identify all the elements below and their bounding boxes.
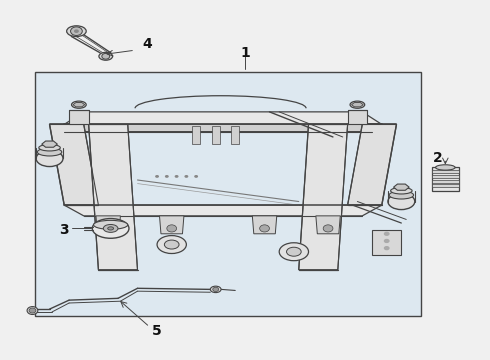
Circle shape <box>102 53 110 59</box>
Ellipse shape <box>94 220 128 229</box>
Ellipse shape <box>27 307 38 315</box>
Circle shape <box>384 231 390 236</box>
Ellipse shape <box>72 101 86 108</box>
Polygon shape <box>96 216 121 234</box>
Text: 1: 1 <box>240 46 250 60</box>
Polygon shape <box>73 103 85 107</box>
Ellipse shape <box>210 286 221 293</box>
Text: 2: 2 <box>433 152 443 166</box>
Ellipse shape <box>157 235 186 253</box>
Polygon shape <box>299 125 347 270</box>
Bar <box>432 170 459 173</box>
Polygon shape <box>347 125 396 205</box>
Text: 3: 3 <box>59 223 69 237</box>
Ellipse shape <box>67 26 86 37</box>
Ellipse shape <box>108 227 114 230</box>
Text: 4: 4 <box>143 37 152 51</box>
Circle shape <box>167 225 176 232</box>
Circle shape <box>74 30 79 33</box>
Polygon shape <box>393 184 409 190</box>
Circle shape <box>213 287 219 292</box>
Polygon shape <box>42 141 57 147</box>
Circle shape <box>260 225 270 232</box>
Polygon shape <box>252 216 277 234</box>
Polygon shape <box>64 112 382 125</box>
Text: 5: 5 <box>152 324 162 338</box>
Bar <box>432 180 459 183</box>
Bar <box>432 184 459 187</box>
Polygon shape <box>89 125 138 270</box>
Polygon shape <box>316 216 340 234</box>
Bar <box>432 175 459 178</box>
Bar <box>432 167 459 191</box>
Ellipse shape <box>75 103 83 107</box>
Ellipse shape <box>353 103 361 107</box>
Circle shape <box>103 225 113 232</box>
Circle shape <box>71 27 82 36</box>
Ellipse shape <box>350 101 365 108</box>
Ellipse shape <box>92 219 129 238</box>
Bar <box>347 110 367 125</box>
Circle shape <box>155 175 159 178</box>
Circle shape <box>184 175 188 178</box>
Bar <box>231 126 239 144</box>
Ellipse shape <box>388 193 415 210</box>
Ellipse shape <box>103 225 118 232</box>
Ellipse shape <box>279 243 309 261</box>
Polygon shape <box>159 216 184 234</box>
Bar <box>372 230 401 255</box>
Ellipse shape <box>37 148 62 156</box>
Polygon shape <box>49 125 98 205</box>
Ellipse shape <box>287 247 301 256</box>
Bar <box>35 72 421 316</box>
Circle shape <box>323 225 333 232</box>
Bar <box>192 126 200 144</box>
Circle shape <box>174 175 178 178</box>
Polygon shape <box>351 103 363 107</box>
Ellipse shape <box>164 240 179 249</box>
Polygon shape <box>64 205 382 216</box>
Circle shape <box>384 239 390 243</box>
Polygon shape <box>64 125 382 132</box>
Bar <box>212 126 220 144</box>
Ellipse shape <box>436 165 455 170</box>
Circle shape <box>384 246 390 250</box>
Ellipse shape <box>391 188 412 194</box>
Circle shape <box>194 175 198 178</box>
Bar <box>69 110 89 125</box>
Ellipse shape <box>39 144 60 151</box>
Ellipse shape <box>389 191 414 199</box>
Circle shape <box>165 175 169 178</box>
Circle shape <box>29 308 36 313</box>
Ellipse shape <box>99 52 113 60</box>
Ellipse shape <box>36 150 63 167</box>
